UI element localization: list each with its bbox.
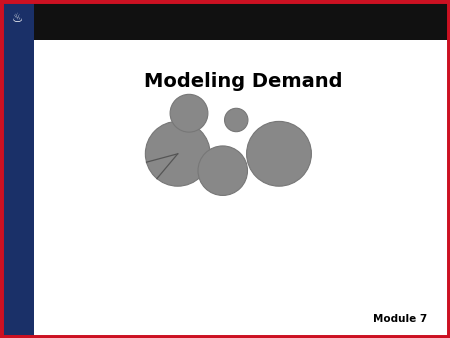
- Ellipse shape: [225, 108, 248, 132]
- Text: ♨: ♨: [11, 12, 22, 25]
- Ellipse shape: [145, 121, 210, 186]
- Ellipse shape: [170, 94, 208, 132]
- Ellipse shape: [198, 146, 248, 195]
- Bar: [34, 0, 450, 40]
- Ellipse shape: [247, 121, 311, 186]
- Bar: [0, 0, 34, 40]
- Bar: [34, 40, 450, 338]
- Text: Modeling Demand: Modeling Demand: [144, 72, 342, 91]
- Bar: [0, 0, 34, 338]
- Text: Module 7: Module 7: [373, 314, 427, 324]
